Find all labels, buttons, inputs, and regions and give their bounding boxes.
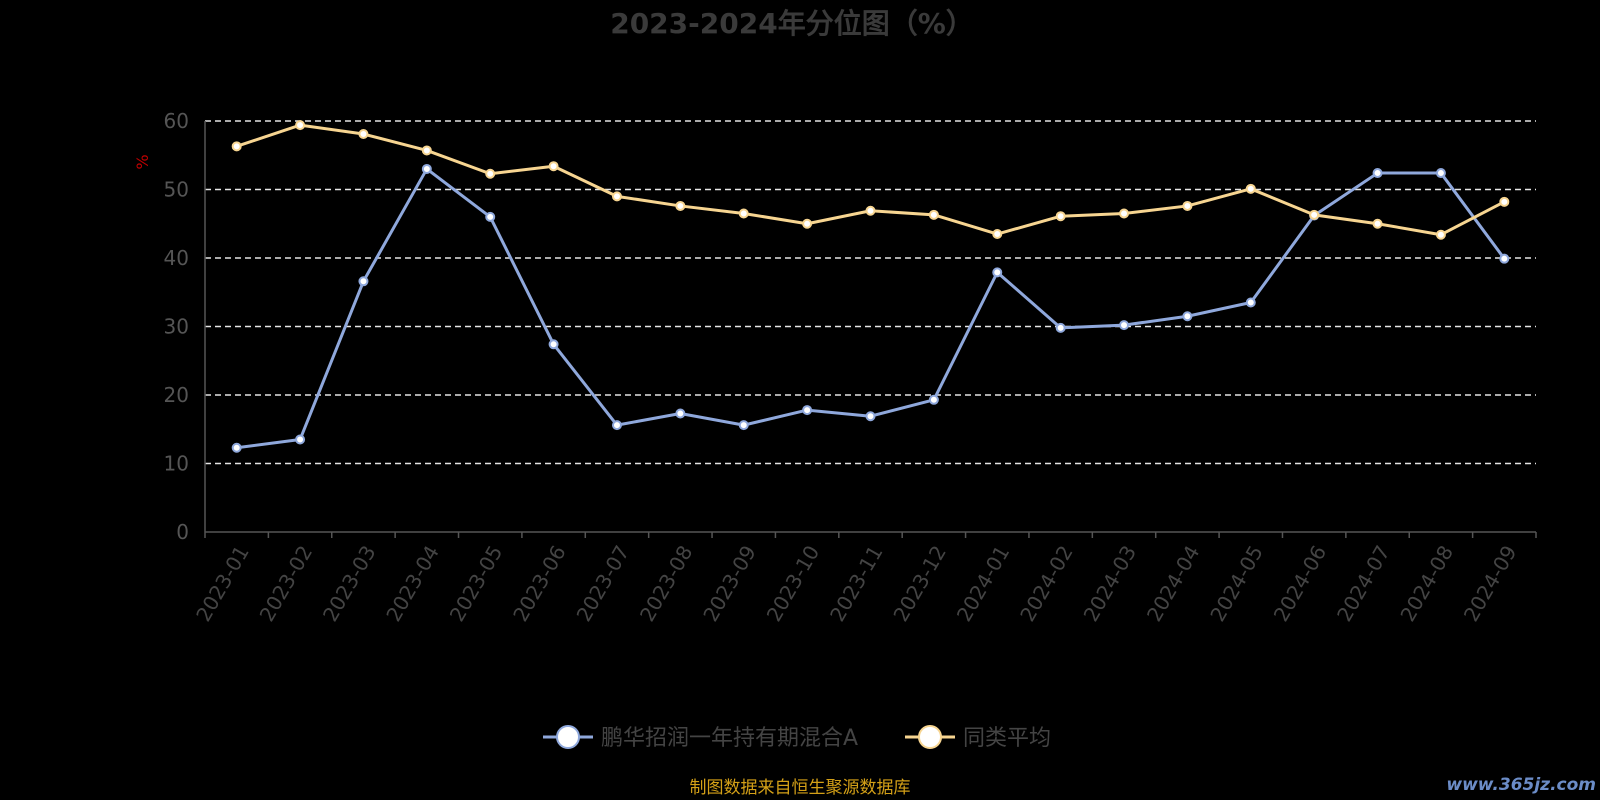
x-tick-label: 2023-11: [825, 541, 888, 625]
data-point[interactable]: [928, 394, 939, 405]
data-point[interactable]: [1435, 229, 1446, 240]
data-point[interactable]: [738, 420, 749, 431]
data-point[interactable]: [1245, 297, 1256, 308]
x-tick-label: 2023-04: [381, 541, 444, 625]
x-tick-label: 2023-06: [508, 541, 571, 625]
data-point[interactable]: [928, 209, 939, 220]
legend-item[interactable]: 鹏华招润一年持有期混合A: [543, 725, 858, 751]
data-point[interactable]: [1499, 253, 1510, 264]
data-point[interactable]: [865, 205, 876, 216]
y-tick-label: 30: [164, 315, 189, 339]
x-tick-label: 2024-05: [1205, 541, 1268, 625]
x-tick-label: 2023-01: [191, 541, 254, 625]
chart-title: 2023-2024年分位图（%）: [610, 7, 974, 40]
y-tick-label: 50: [164, 178, 189, 202]
x-tick-label: 2024-02: [1015, 541, 1078, 625]
legend-marker: [556, 725, 580, 749]
legend-marker: [918, 725, 942, 749]
y-axis-label: %: [133, 154, 152, 169]
x-tick-label: 2023-09: [698, 541, 761, 625]
data-point[interactable]: [611, 191, 622, 202]
y-tick-label: 20: [164, 383, 189, 407]
series-1: [231, 120, 1510, 240]
data-point[interactable]: [421, 145, 432, 156]
legend-item[interactable]: 同类平均: [905, 725, 1051, 751]
data-point[interactable]: [231, 141, 242, 152]
y-tick-label: 10: [164, 452, 189, 476]
data-point[interactable]: [1309, 209, 1320, 220]
data-point[interactable]: [358, 129, 369, 140]
x-tick-labels: 2023-01 2023-02 2023-03 2023-04 2023-05 2023-…: [191, 541, 1521, 625]
data-point[interactable]: [1435, 168, 1446, 179]
x-tick-label: 2023-08: [635, 541, 698, 625]
x-tick-label: 2024-03: [1079, 541, 1142, 625]
x-tick-label: 2023-03: [318, 541, 381, 625]
data-point[interactable]: [802, 218, 813, 229]
data-point[interactable]: [611, 420, 622, 431]
data-source-note: 制图数据来自恒生聚源数据库: [690, 778, 911, 798]
data-point[interactable]: [992, 229, 1003, 240]
y-tick-label: 0: [176, 520, 189, 544]
x-tick-label: 2023-02: [255, 541, 318, 625]
x-tick-label: 2024-08: [1395, 541, 1458, 625]
x-tick-label: 2023-10: [762, 541, 825, 625]
x-tick-label: 2024-07: [1332, 541, 1395, 625]
watermark: www.365jz.com: [1446, 775, 1596, 795]
data-point[interactable]: [1055, 322, 1066, 333]
data-point[interactable]: [1372, 168, 1383, 179]
y-tick-labels: 0 10 20 30 40 50 60: [164, 109, 189, 544]
data-point[interactable]: [548, 339, 559, 350]
y-tick-label: 60: [164, 109, 189, 133]
x-tick-label: 2024-09: [1459, 541, 1522, 625]
legend-label: 同类平均: [963, 726, 1051, 751]
data-point[interactable]: [485, 211, 496, 222]
y-tick-label: 40: [164, 246, 189, 270]
data-point[interactable]: [865, 411, 876, 422]
x-tick-label: 2023-07: [571, 541, 634, 625]
data-point[interactable]: [485, 168, 496, 179]
data-point[interactable]: [421, 163, 432, 174]
data-point[interactable]: [802, 405, 813, 416]
data-point[interactable]: [675, 408, 686, 419]
x-tick-label: 2024-06: [1269, 541, 1332, 625]
x-tick-label: 2024-04: [1142, 541, 1205, 625]
data-point[interactable]: [295, 120, 306, 131]
data-point[interactable]: [1372, 218, 1383, 229]
data-point[interactable]: [231, 442, 242, 453]
x-tick-label: 2023-05: [445, 541, 508, 625]
x-tick-label: 2023-12: [888, 541, 951, 625]
axes: [204, 121, 1537, 538]
series-0: [231, 163, 1510, 453]
data-point[interactable]: [295, 434, 306, 445]
data-point[interactable]: [992, 267, 1003, 278]
legend-label: 鹏华招润一年持有期混合A: [601, 726, 858, 751]
data-point[interactable]: [675, 200, 686, 211]
x-tick-label: 2024-01: [952, 541, 1015, 625]
data-point[interactable]: [548, 161, 559, 172]
legend[interactable]: 鹏华招润一年持有期混合A 同类平均: [543, 725, 1051, 751]
data-point[interactable]: [1182, 311, 1193, 322]
data-point[interactable]: [358, 276, 369, 287]
series-group: [231, 120, 1510, 453]
data-point[interactable]: [1499, 196, 1510, 207]
grid: [205, 120, 1536, 465]
data-point[interactable]: [738, 208, 749, 219]
data-point[interactable]: [1182, 200, 1193, 211]
data-point[interactable]: [1245, 183, 1256, 194]
data-point[interactable]: [1119, 208, 1130, 219]
data-point[interactable]: [1055, 211, 1066, 222]
data-point[interactable]: [1119, 320, 1130, 331]
